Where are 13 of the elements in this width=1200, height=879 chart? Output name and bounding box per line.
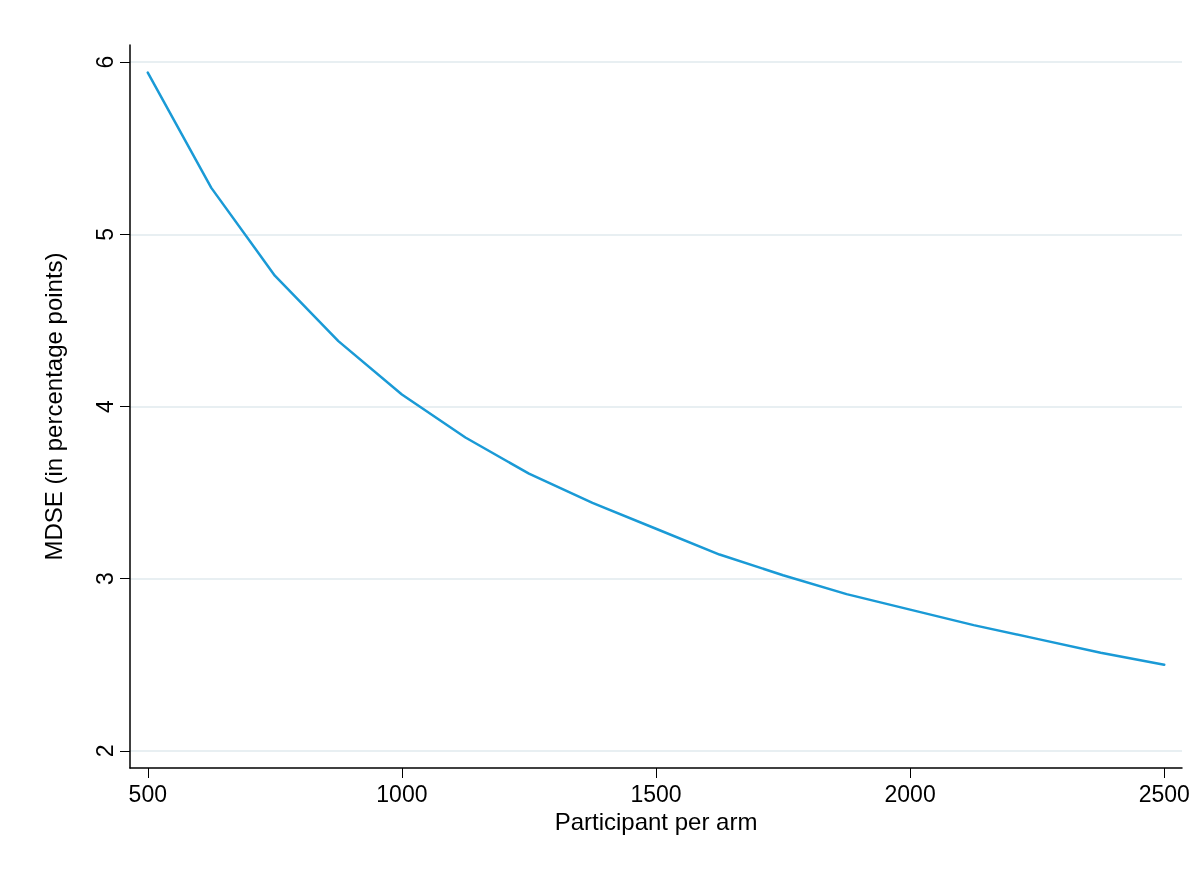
y-tick-label: 5	[91, 227, 118, 241]
y-tick-label: 6	[91, 55, 118, 69]
y-tick-label: 3	[91, 572, 118, 586]
x-tick-label: 1500	[630, 780, 682, 807]
x-axis-title: Participant per arm	[554, 808, 758, 836]
x-tick-label: 2500	[1138, 780, 1190, 807]
y-tick-label: 4	[91, 399, 118, 413]
line-series	[146, 71, 1166, 666]
y-tick-label: 2	[91, 744, 118, 758]
x-tick-label: 500	[128, 780, 167, 807]
x-tick-label: 2000	[884, 780, 936, 807]
x-tick-label: 1000	[376, 780, 428, 807]
y-axis-title: MDSE (in percentage points)	[39, 252, 67, 561]
